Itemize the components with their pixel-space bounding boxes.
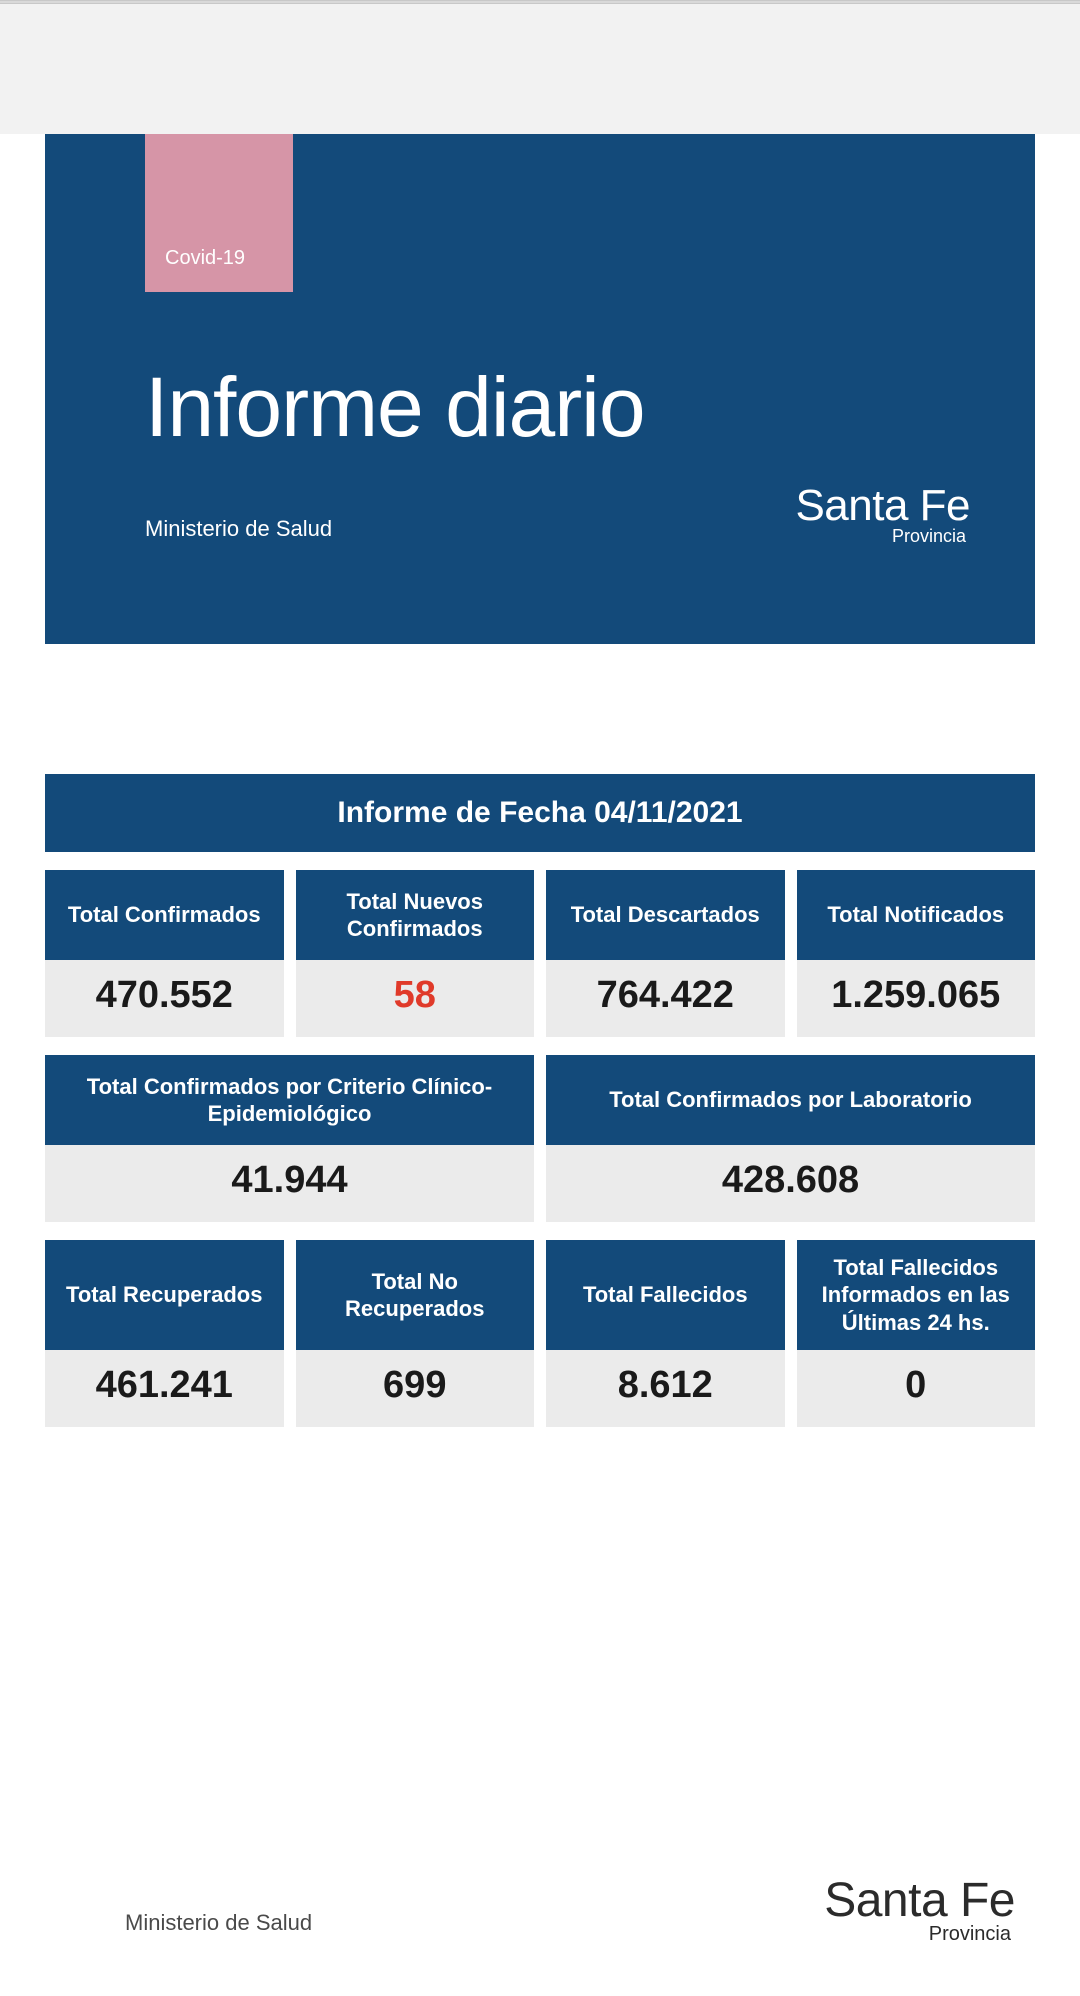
stat-value: 1.259.065 — [797, 960, 1036, 1037]
stats-row-3: Total Recuperados 461.241 Total No Recup… — [45, 1240, 1035, 1427]
hero-title: Informe diario — [145, 359, 645, 456]
stat-cell: Total Notificados 1.259.065 — [797, 870, 1036, 1037]
date-bar: Informe de Fecha 04/11/2021 — [45, 774, 1035, 852]
stat-cell: Total Confirmados por Criterio Clínico-E… — [45, 1055, 534, 1222]
footer-logo: Santa Fe Provincia — [824, 1877, 1015, 1946]
page: Covid-19 Informe diario Ministerio de Sa… — [0, 134, 1080, 1996]
stat-label: Total Confirmados por Criterio Clínico-E… — [45, 1055, 534, 1145]
stat-cell: Total Fallecidos Informados en las Últim… — [797, 1240, 1036, 1427]
stat-cell: Total Fallecidos 8.612 — [546, 1240, 785, 1427]
hero-logo: Santa Fe Provincia — [795, 484, 970, 547]
hero-tag-text: Covid-19 — [165, 247, 245, 270]
stat-value: 699 — [296, 1350, 535, 1427]
hero-subtitle: Ministerio de Salud — [145, 516, 332, 542]
footer: Ministerio de Salud Santa Fe Provincia — [45, 1877, 1035, 1996]
footer-left-text: Ministerio de Salud — [125, 1910, 312, 1946]
stat-label: Total Confirmados por Laboratorio — [546, 1055, 1035, 1145]
hero-logo-main: Santa Fe — [795, 484, 970, 528]
footer-logo-main: Santa Fe — [824, 1877, 1015, 1925]
stat-label: Total Fallecidos Informados en las Últim… — [797, 1240, 1036, 1350]
stat-cell: Total Confirmados 470.552 — [45, 870, 284, 1037]
stat-label: Total Confirmados — [45, 870, 284, 960]
stat-cell: Total Nuevos Confirmados 58 — [296, 870, 535, 1037]
stat-label: Total Fallecidos — [546, 1240, 785, 1350]
stat-value: 470.552 — [45, 960, 284, 1037]
stat-value: 8.612 — [546, 1350, 785, 1427]
stat-cell: Total Confirmados por Laboratorio 428.60… — [546, 1055, 1035, 1222]
stats-row-2: Total Confirmados por Criterio Clínico-E… — [45, 1055, 1035, 1222]
hero-tag: Covid-19 — [145, 134, 293, 292]
stats-row-1: Total Confirmados 470.552 Total Nuevos C… — [45, 870, 1035, 1037]
stat-label: Total Notificados — [797, 870, 1036, 960]
stat-value: 764.422 — [546, 960, 785, 1037]
stat-cell: Total No Recuperados 699 — [296, 1240, 535, 1427]
stat-value: 41.944 — [45, 1145, 534, 1222]
stat-cell: Total Recuperados 461.241 — [45, 1240, 284, 1427]
stat-label: Total No Recuperados — [296, 1240, 535, 1350]
stat-value: 461.241 — [45, 1350, 284, 1427]
stat-value: 428.608 — [546, 1145, 1035, 1222]
footer-logo-sub: Provincia — [824, 1923, 1011, 1946]
stat-value-highlight: 58 — [296, 960, 535, 1037]
stat-cell: Total Descartados 764.422 — [546, 870, 785, 1037]
content-wrap: Covid-19 Informe diario Ministerio de Sa… — [45, 134, 1035, 1427]
stat-label: Total Nuevos Confirmados — [296, 870, 535, 960]
stat-label: Total Recuperados — [45, 1240, 284, 1350]
stat-label: Total Descartados — [546, 870, 785, 960]
stat-value: 0 — [797, 1350, 1036, 1427]
hero-card: Covid-19 Informe diario Ministerio de Sa… — [45, 134, 1035, 644]
